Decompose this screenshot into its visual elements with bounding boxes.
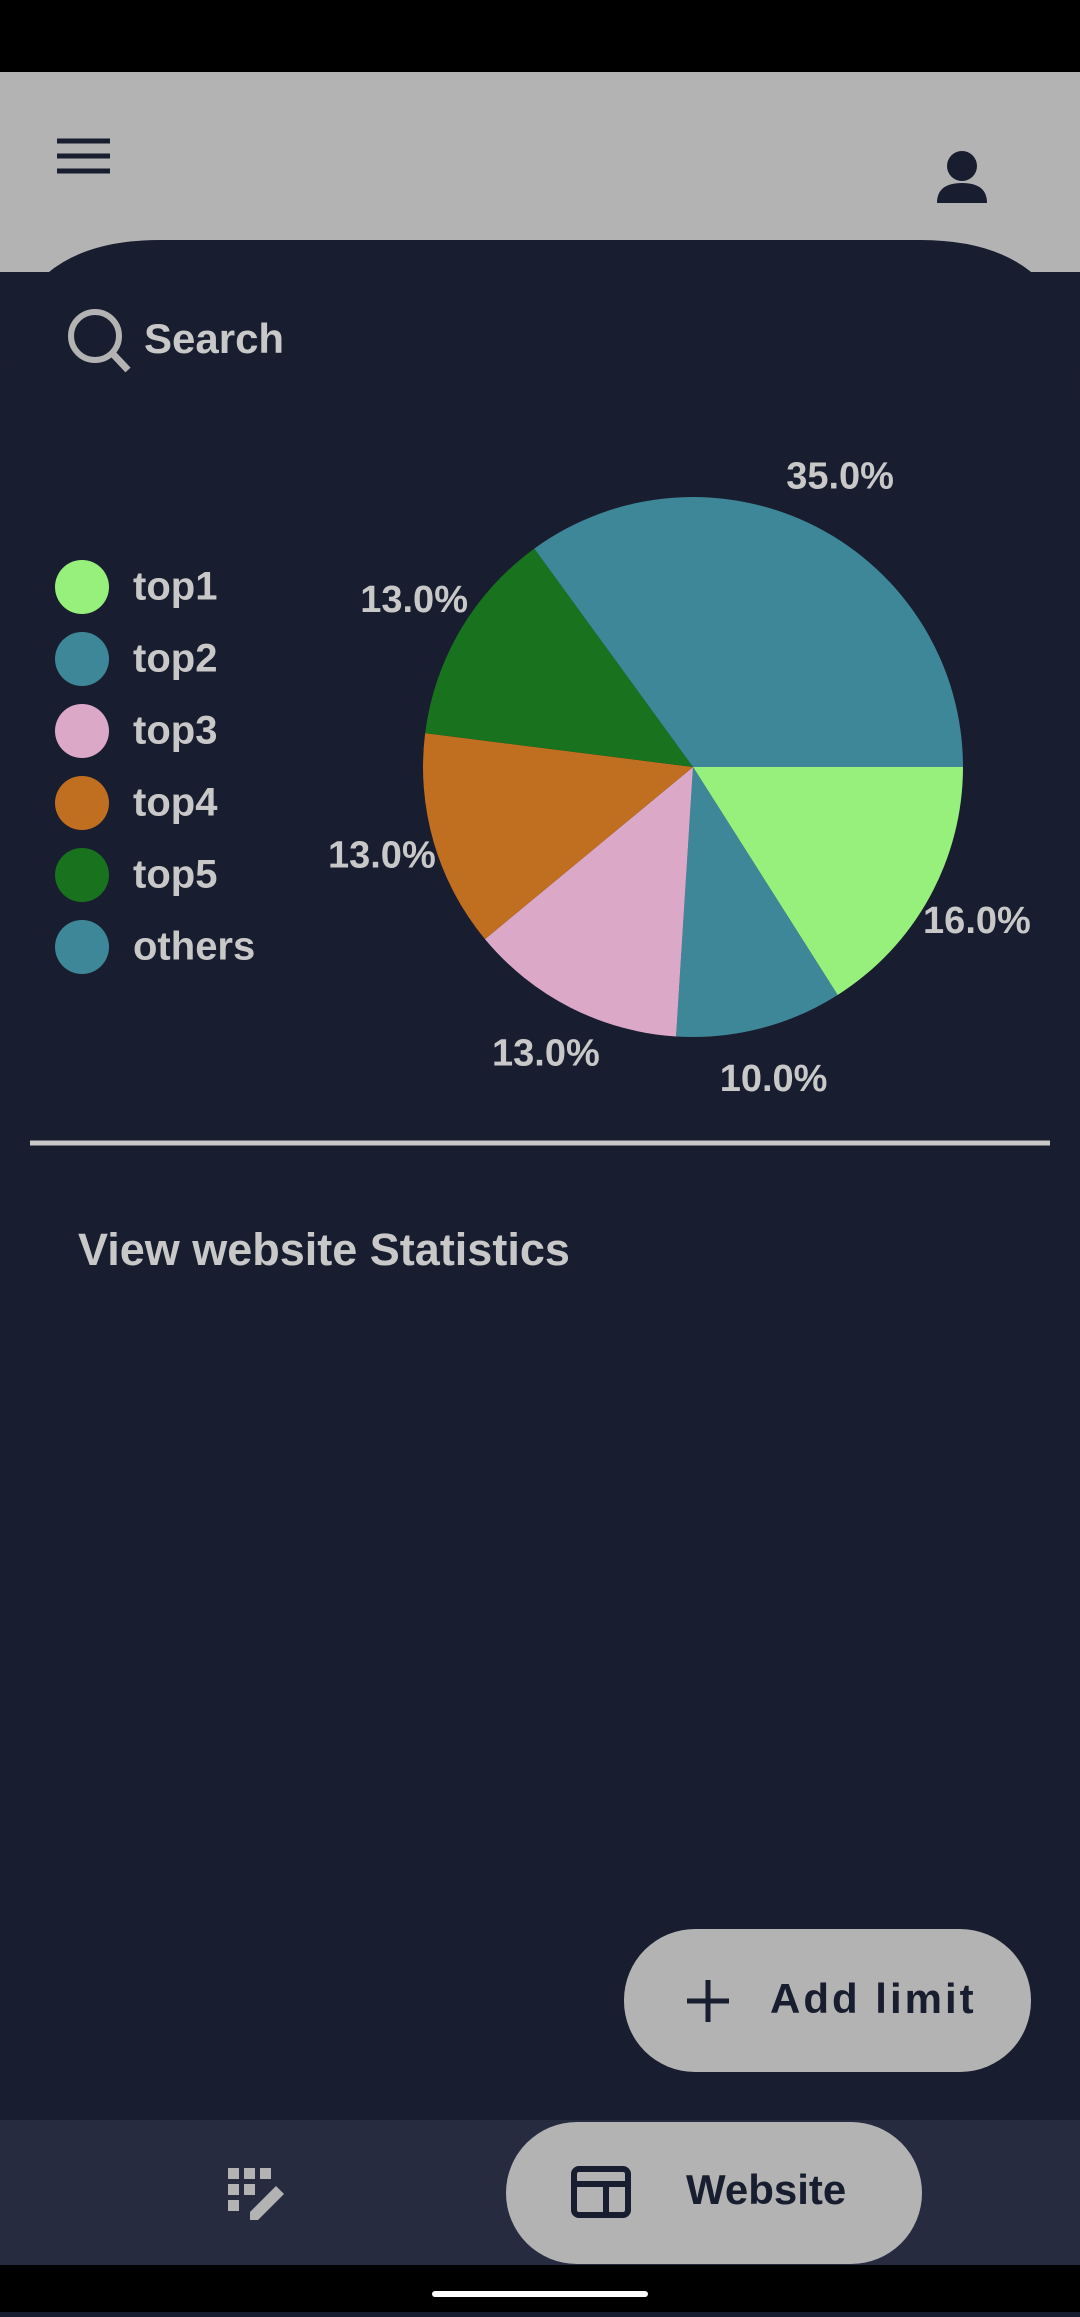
pie-slice	[423, 733, 693, 940]
home-indicator	[432, 2291, 648, 2297]
slice-label: 35.0%	[786, 455, 894, 497]
legend-label: top5	[133, 853, 217, 897]
top-bar	[0, 72, 1080, 272]
pie-slice	[534, 497, 963, 767]
profile-button[interactable]	[937, 151, 987, 203]
pie-slice	[676, 767, 838, 1037]
legend-swatch	[55, 632, 109, 686]
pie-slice	[484, 767, 693, 1037]
section-title: View website Statistics	[78, 1224, 570, 1275]
pie-chart: 16.0% 10.0% 13.0% 13.0% 13.0% 35.0% top1 top2 to…	[55, 455, 1031, 1100]
legend-label: others	[133, 925, 255, 969]
legend-swatch	[55, 920, 109, 974]
content-panel	[0, 240, 1080, 2120]
legend-label: top4	[133, 781, 218, 825]
slice-label: 13.0%	[360, 579, 468, 621]
status-bar	[0, 0, 1080, 72]
legend-label: top2	[133, 637, 217, 681]
fab-label: Add limit	[770, 1975, 977, 2022]
slice-label: 13.0%	[492, 1033, 600, 1075]
legend-swatch	[55, 704, 109, 758]
add-limit-button[interactable]: Add limit	[624, 1929, 1031, 2072]
nav-website[interactable]: Website	[506, 2122, 922, 2264]
pie-slice	[425, 548, 693, 767]
search-placeholder: Search	[144, 315, 284, 362]
slice-label: 10.0%	[720, 1058, 828, 1100]
legend-swatch	[55, 848, 109, 902]
legend-label: top1	[133, 565, 217, 609]
slice-label: 13.0%	[328, 834, 436, 876]
legend-swatch	[55, 560, 109, 614]
menu-button[interactable]	[57, 138, 110, 174]
nav-label: Website	[686, 2166, 846, 2213]
nav-other[interactable]	[228, 2168, 284, 2220]
slice-label: 16.0%	[923, 900, 1031, 942]
search-bar[interactable]: Search	[68, 309, 284, 373]
legend-swatch	[55, 776, 109, 830]
gesture-bar	[0, 2265, 1080, 2312]
legend-label: top3	[133, 709, 217, 753]
pie-slice	[693, 767, 963, 995]
